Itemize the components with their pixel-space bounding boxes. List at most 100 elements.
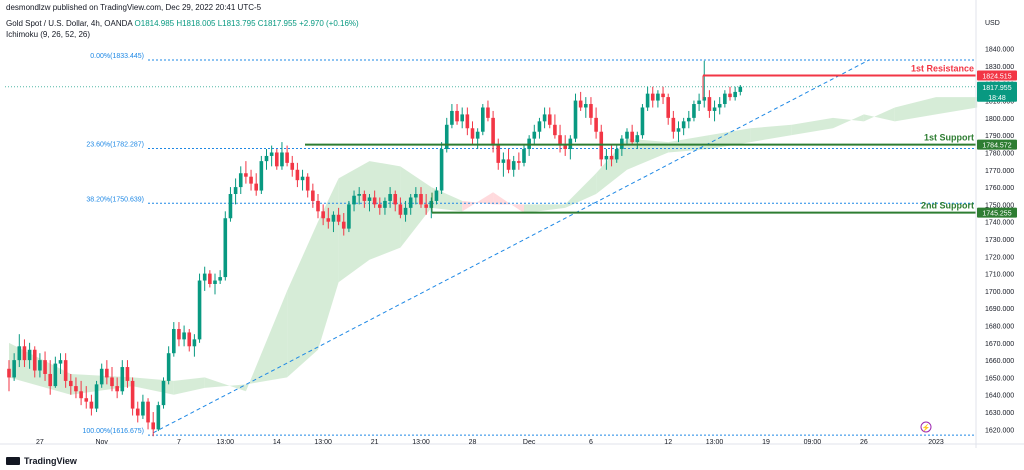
y-tick-label: 1780.000 — [985, 150, 1014, 157]
x-tick-label: 13:00 — [314, 439, 332, 446]
candle-body — [336, 214, 341, 222]
trendline-layer — [5, 59, 976, 434]
y-tick-label: 1810.000 — [985, 99, 1014, 106]
candle-body — [496, 145, 501, 163]
candle-body — [352, 195, 356, 205]
candle-body — [532, 131, 537, 139]
candle-body — [156, 405, 161, 430]
candle-body — [12, 360, 16, 378]
fib-label: 0.00%(1833.445) — [90, 53, 144, 60]
candle-body — [517, 161, 521, 163]
candle-body — [388, 194, 392, 201]
candle-body — [151, 422, 155, 430]
y-tick-label: 1770.000 — [985, 168, 1014, 175]
x-tick-label: 12 — [664, 439, 672, 446]
candle-body — [728, 93, 732, 98]
candle-body — [372, 197, 377, 205]
candle-body — [645, 93, 650, 108]
candle-body — [264, 155, 269, 162]
ohlc-values: O1814.985 H1818.005 L1813.795 C1817.955 … — [134, 19, 359, 28]
cloud-segment — [493, 192, 524, 214]
y-tick-label: 1680.000 — [985, 324, 1014, 331]
x-tick-label: 09:00 — [804, 439, 822, 446]
candle-body — [7, 368, 11, 378]
x-tick-label: 28 — [469, 439, 477, 446]
y-tick-label: 1800.000 — [985, 116, 1014, 123]
cloud-segment — [318, 178, 339, 350]
cloud-segment — [462, 192, 494, 212]
candle-body — [450, 110, 454, 125]
x-tick-label: 21 — [371, 439, 379, 446]
candle-body — [656, 93, 660, 101]
candle-body — [470, 128, 475, 139]
cloud-segment — [400, 166, 432, 248]
cloud-segment — [863, 107, 895, 122]
cloud-segment — [596, 138, 627, 195]
candle-body — [316, 200, 320, 212]
candle-body — [74, 386, 78, 392]
candle-body — [347, 204, 351, 229]
candle-body — [414, 194, 418, 198]
candle-body — [331, 214, 336, 222]
y-tick-label: 1690.000 — [985, 306, 1014, 313]
candle-body — [573, 100, 578, 139]
y-tick-label: 1650.000 — [985, 375, 1014, 382]
candle-body — [563, 145, 567, 150]
x-tick-label: 13:00 — [217, 439, 235, 446]
candle-body — [723, 93, 727, 105]
candle-body — [681, 121, 686, 129]
x-tick-label: 13:00 — [706, 439, 724, 446]
x-tick-label: 13:00 — [412, 439, 430, 446]
event-lightning-glyph: ⚡ — [922, 423, 931, 432]
tradingview-logo-text: TradingView — [24, 456, 77, 466]
last-price-tag: 1817.955 — [982, 85, 1011, 92]
last-price-tag-countdown: 18:48 — [988, 95, 1006, 102]
symbol-name[interactable]: Gold Spot / U.S. Dollar, 4h, OANDA — [6, 19, 133, 28]
axes: USD 1620.000 1630.000 1640.000 1650.000 1660.… — [0, 0, 1024, 448]
candle-body — [249, 176, 253, 184]
candle-body — [280, 152, 284, 167]
cloud-segment — [204, 377, 246, 392]
candle-body — [63, 360, 68, 381]
tradingview-logo-icon — [6, 457, 20, 465]
cloud-segment — [431, 187, 463, 212]
candle-body — [177, 328, 181, 340]
candle-body — [110, 377, 114, 387]
candle-body — [676, 128, 681, 132]
cloud-segment — [833, 114, 864, 129]
candle-body — [357, 194, 361, 196]
level-price-tag-bg — [977, 70, 1017, 81]
last-price-tag-bg — [977, 81, 1017, 102]
tradingview-logo[interactable]: TradingView — [6, 456, 77, 466]
level-price-tag-bg — [977, 139, 1017, 150]
indicator-legend[interactable]: Ichimoku (9, 26, 52, 26) — [6, 30, 91, 39]
y-tick-label: 1670.000 — [985, 341, 1014, 348]
candle-body — [48, 373, 52, 387]
candle-body — [187, 332, 192, 347]
candle-body — [228, 194, 233, 219]
y-tick-label: 1720.000 — [985, 254, 1014, 261]
candle-body — [367, 197, 372, 201]
candle-body — [290, 162, 295, 170]
candle-body — [408, 197, 413, 208]
event-lightning-icon — [920, 421, 932, 433]
level-price-tag: 1824.515 — [982, 73, 1011, 80]
cloud-segment — [791, 117, 833, 136]
y-tick-label: 1640.000 — [985, 393, 1014, 400]
candle-body — [506, 159, 511, 170]
cloud-segment — [627, 138, 669, 170]
candle-body — [625, 131, 629, 139]
candle-body — [130, 380, 135, 409]
candle-body — [455, 110, 459, 122]
candle-body — [141, 401, 145, 416]
fibonacci-levels: 0.00%(1833.445) 23.60%(1782.287) 38.20%(17… — [83, 53, 976, 436]
cloud-segment — [750, 124, 792, 143]
candle-body — [22, 346, 27, 361]
candle-body — [650, 93, 655, 101]
candle-body — [481, 107, 485, 132]
candle-body — [547, 114, 552, 125]
candle-body — [671, 117, 676, 132]
candle-body — [697, 100, 701, 105]
candle-body — [434, 190, 439, 201]
